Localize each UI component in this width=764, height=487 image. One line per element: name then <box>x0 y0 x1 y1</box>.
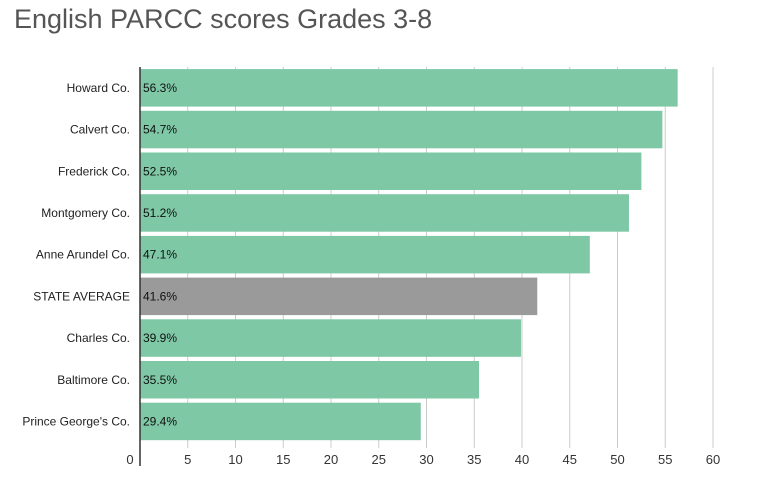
data-label: 35.5% <box>143 373 177 387</box>
x-tick-label: 60 <box>706 452 720 467</box>
category-label: Charles Co. <box>67 331 130 345</box>
x-tick-label: 10 <box>228 452 242 467</box>
category-label: Frederick Co. <box>58 164 130 178</box>
bar <box>140 277 538 316</box>
x-tick-label: 35 <box>467 452 481 467</box>
data-label: 56.3% <box>143 81 177 95</box>
bar <box>140 361 480 399</box>
x-tick-label: 40 <box>515 452 529 467</box>
category-label: Baltimore Co. <box>57 373 130 387</box>
chart-title: English PARCC scores Grades 3-8 <box>14 4 433 34</box>
bar <box>140 194 629 232</box>
category-label: STATE AVERAGE <box>33 289 130 303</box>
category-label: Anne Arundel Co. <box>36 248 130 262</box>
data-label: 51.2% <box>143 206 177 220</box>
bar <box>140 402 421 441</box>
x-tick-label: 20 <box>324 452 338 467</box>
category-label: Howard Co. <box>67 81 130 95</box>
data-label: 47.1% <box>143 248 177 262</box>
data-label: 39.9% <box>143 331 177 345</box>
x-tick-label: 0 <box>126 452 133 467</box>
x-tick-label: 30 <box>419 452 433 467</box>
category-label: Prince George's Co. <box>22 414 130 428</box>
bar <box>140 152 642 190</box>
x-tick-label: 50 <box>610 452 624 467</box>
data-label: 29.4% <box>143 414 177 428</box>
x-tick-label: 15 <box>276 452 290 467</box>
bar <box>140 235 590 274</box>
category-label: Calvert Co. <box>70 123 130 137</box>
x-tick-label: 45 <box>563 452 577 467</box>
data-label: 54.7% <box>143 123 177 137</box>
bar <box>140 110 663 149</box>
bar <box>140 69 678 107</box>
x-tick-label: 25 <box>372 452 386 467</box>
data-label: 41.6% <box>143 289 177 303</box>
category-label: Montgomery Co. <box>41 206 130 220</box>
data-label: 52.5% <box>143 164 177 178</box>
bar <box>140 319 522 357</box>
x-tick-label: 5 <box>184 452 191 467</box>
x-tick-label: 55 <box>658 452 672 467</box>
